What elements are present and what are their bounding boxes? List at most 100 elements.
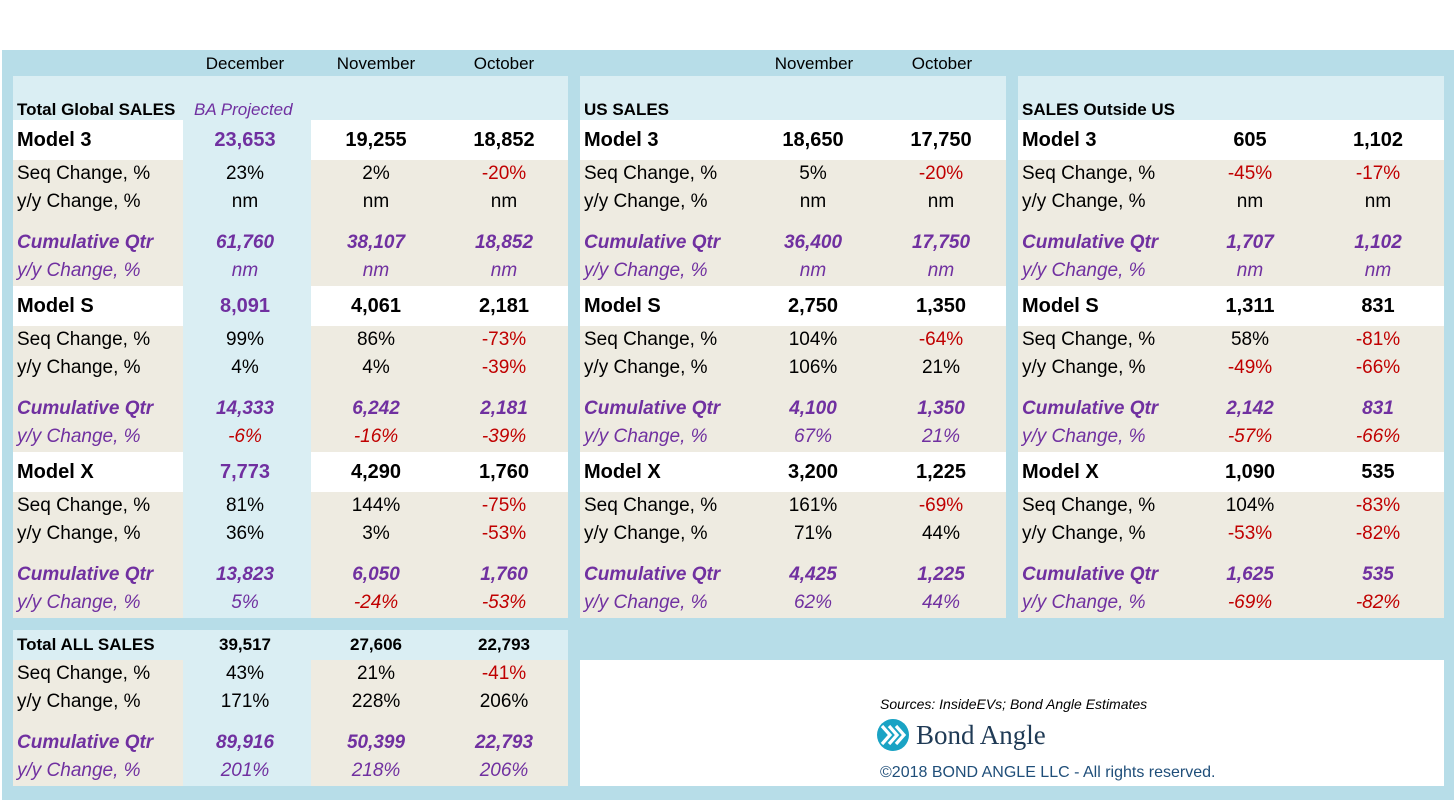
row-label: y/y Change, % [584,357,708,378]
global-yy-value: -39% [481,357,527,378]
global-yy-value: nm [362,191,390,212]
us-cum-value: 17,750 [911,232,971,253]
total-seq-value: -41% [481,663,527,684]
us-cum-value: 1,350 [917,398,965,419]
model-s-band [311,286,568,326]
us-values-value: 17,750 [910,129,972,151]
total-seq-value: 21% [356,663,396,684]
row-label: y/y Change, % [1022,523,1146,544]
global-cum-value: 61,760 [215,232,275,253]
us-values-value: 1,350 [915,295,967,317]
outside-model-3-cyy-row: y/y Change, % nm nm [1018,257,1444,285]
outside-seq-value: 58% [1230,329,1270,350]
outside-model-3-values-row: Model 3 605 1,102 [1018,126,1444,154]
copyright-notice: ©2018 BOND ANGLE LLC - All rights reserv… [880,764,1216,781]
outside-values-value: 831 [1361,295,1395,317]
us-model-s-cum-row: Cumulative Qtr 4,100 1,350 [580,395,1006,423]
global-cyy-value: nm [231,260,259,281]
row-label: y/y Change, % [17,357,141,378]
global-model-s-yy-row: y/y Change, % 4% 4% -39% [13,354,568,382]
us-model-3-cum-row: Cumulative Qtr 36,400 17,750 [580,229,1006,257]
row-label: Cumulative Qtr [1022,398,1159,419]
total-value-december: 39,517 [219,635,271,654]
global-yy-value: 36% [225,523,265,544]
row-label: Model S [17,295,94,317]
us-cum-value: 1,225 [917,564,965,585]
global-cum-value: 18,852 [474,232,534,253]
global-cyy-value: 5% [231,592,259,613]
outside-model-s-values-row: Model S 1,311 831 [1018,292,1444,320]
total-yy-value: 171% [220,691,270,712]
row-label: Seq Change, % [584,329,718,350]
outside-cum-value: 1,625 [1226,564,1274,585]
us-yy-value: 71% [793,523,833,544]
global-values-value: 7,773 [219,461,271,483]
outside-cum-value: 1,707 [1226,232,1274,253]
outside-cyy-value: -57% [1227,426,1273,447]
global-cum-value: 6,050 [352,564,400,585]
global-seq-value: 2% [362,163,390,184]
us-model-3-cyy-row: y/y Change, % nm nm [580,257,1006,285]
header-us-november: November [774,54,854,73]
global-values-value: 8,091 [219,295,271,317]
row-label: y/y Change, % [584,523,708,544]
us-cum-value: 4,100 [789,398,837,419]
us-seq-value: -69% [918,495,964,516]
outside-model-x-cyy-row: y/y Change, % -69% -82% [1018,589,1444,617]
global-seq-value: -75% [481,495,527,516]
row-label: y/y Change, % [584,426,708,447]
row-label: Cumulative Qtr [1022,564,1159,585]
row-label: y/y Change, % [17,260,141,281]
global-yy-value: 4% [231,357,259,378]
global-cum-value: 13,823 [215,564,275,585]
total-cum-value: 50,399 [346,732,406,753]
global-model-x-seq-row: Seq Change, % 81% 144% -75% [13,492,568,520]
row-label: y/y Change, % [1022,592,1146,613]
ba-projected-tag: BA Projected [194,100,293,119]
global-seq-value: 23% [225,163,265,184]
us-model-s-yy-row: y/y Change, % 106% 21% [580,354,1006,382]
total-cyy-value: 201% [220,760,270,781]
outside-values-value: 1,102 [1352,129,1404,151]
global-model-3-values-row: Model 3 23,653 19,255 18,852 [13,126,568,154]
outside-yy-value: -82% [1355,523,1401,544]
row-label: Model X [584,461,661,483]
us-sales-panel: US SALES Model 3 18,650 17,750 Seq Change, … [580,76,1006,618]
total-all-sales-panel: Total ALL SALES 39,517 27,606 22,793 Seq… [13,630,568,786]
row-label: Seq Change, % [1022,163,1156,184]
global-values-value: 19,255 [345,129,407,151]
total-projected-column-band [183,630,311,786]
row-label: y/y Change, % [17,592,141,613]
outside-model-x-yy-row: y/y Change, % -53% -82% [1018,520,1444,548]
global-values-value: 4,061 [350,295,402,317]
outside-model-s-band [1018,286,1444,326]
outside-cyy-value: -82% [1355,592,1401,613]
us-seq-value: 5% [799,163,827,184]
header-october: October [473,54,535,73]
global-values-value: 2,181 [478,295,530,317]
row-label: Cumulative Qtr [584,232,721,253]
us-model-3-values-row: Model 3 18,650 17,750 [580,126,1006,154]
global-values-value: 18,852 [473,129,535,151]
us-values-value: 18,650 [782,129,844,151]
row-label: Seq Change, % [584,163,718,184]
row-label: Seq Change, % [17,495,151,516]
global-model-x-yy-row: y/y Change, % 36% 3% -53% [13,520,568,548]
row-label: Model X [1022,461,1099,483]
global-model-x-cum-row: Cumulative Qtr 13,823 6,050 1,760 [13,561,568,589]
outside-yy-value: -66% [1355,357,1401,378]
outside-yy-value: nm [1364,191,1392,212]
outside-values-value: 1,311 [1225,295,1275,317]
outside-cyy-value: -66% [1355,426,1401,447]
outside-cyy-value: -69% [1227,592,1273,613]
outside-seq-value: -83% [1355,495,1401,516]
row-label: y/y Change, % [1022,357,1146,378]
outside-model-s-cyy-row: y/y Change, % -57% -66% [1018,423,1444,451]
total-cyy-row: y/y Change, % 201% 218% 206% [13,757,568,785]
global-sales-panel: Total Global SALES BA Projected Model 3 2… [13,76,568,618]
row-label: Model S [584,295,661,317]
outside-model-s-seq-row: Seq Change, % 58% -81% [1018,326,1444,354]
global-model-s-cum-row: Cumulative Qtr 14,333 6,242 2,181 [13,395,568,423]
outside-title-row [1018,76,1444,121]
total-cum-value: 89,916 [215,732,275,753]
